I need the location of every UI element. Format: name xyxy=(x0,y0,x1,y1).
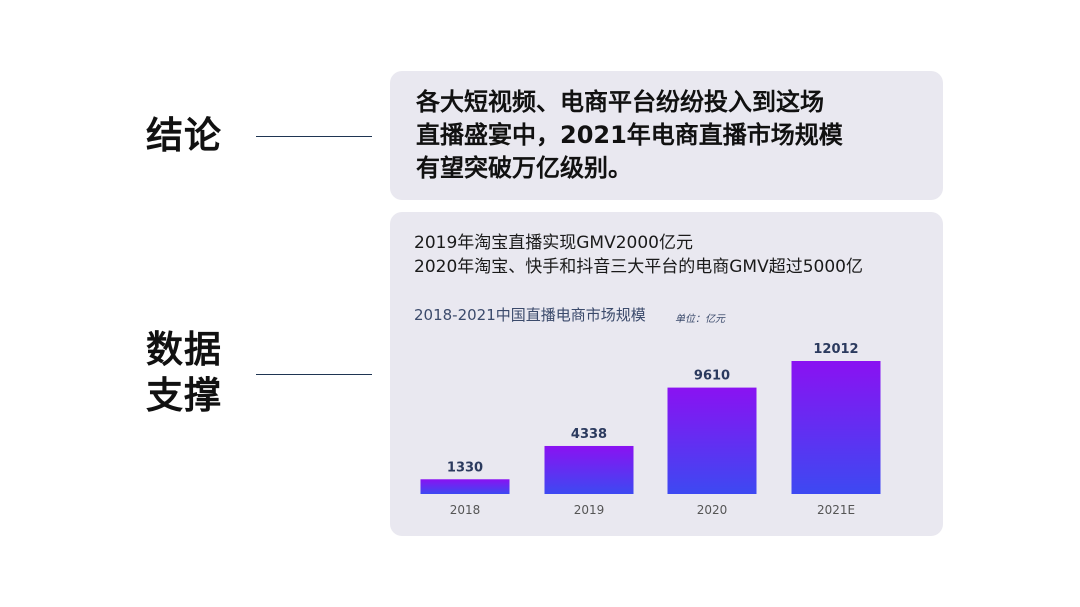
value-label-2021E: 12012 xyxy=(813,342,858,357)
bar-2018 xyxy=(420,479,510,494)
evidence-label-line1: 数据 xyxy=(146,328,222,371)
conclusion-line-3: 有望突破万亿级别。 xyxy=(416,154,632,182)
bar-chart: 1330 2018 4338 2019 9610 2020 12012 2021E xyxy=(420,342,881,517)
value-label-2019: 4338 xyxy=(571,427,607,442)
evidence-connector-line xyxy=(256,374,372,375)
evidence-card: 2019年淘宝直播实现GMV2000亿元 2020年淘宝、快手和抖音三大平台的电… xyxy=(390,212,943,536)
conclusion-line-2: 直播盛宴中，2021年电商直播市场规模 xyxy=(416,121,843,149)
value-label-2018: 1330 xyxy=(447,460,483,475)
value-label-2020: 9610 xyxy=(694,369,730,384)
x-tick-2020: 2020 xyxy=(697,503,728,517)
conclusion-card: 各大短视频、电商平台纷纷投入到这场 直播盛宴中，2021年电商直播市场规模 有望… xyxy=(390,71,943,200)
conclusion-text: 各大短视频、电商平台纷纷投入到这场 直播盛宴中，2021年电商直播市场规模 有望… xyxy=(416,86,926,185)
x-tick-2021E: 2021E xyxy=(817,503,855,517)
bar-2021E xyxy=(791,361,881,494)
conclusion-line-1: 各大短视频、电商平台纷纷投入到这场 xyxy=(416,88,824,116)
conclusion-label: 结论 xyxy=(146,114,222,157)
x-tick-2019: 2019 xyxy=(574,503,605,517)
x-tick-2018: 2018 xyxy=(450,503,481,517)
evidence-label-line2: 支撑 xyxy=(146,374,222,417)
fact-line-2: 2020年淘宝、快手和抖音三大平台的电商GMV超过5000亿 xyxy=(414,257,863,277)
chart-unit-label: 单位：亿元 xyxy=(675,314,725,325)
bar-2019 xyxy=(544,445,634,494)
conclusion-connector-line xyxy=(256,136,372,137)
chart-title: 2018-2021中国直播电商市场规模 xyxy=(414,306,646,324)
bar-2020 xyxy=(667,387,757,494)
fact-line-1: 2019年淘宝直播实现GMV2000亿元 xyxy=(414,233,693,253)
